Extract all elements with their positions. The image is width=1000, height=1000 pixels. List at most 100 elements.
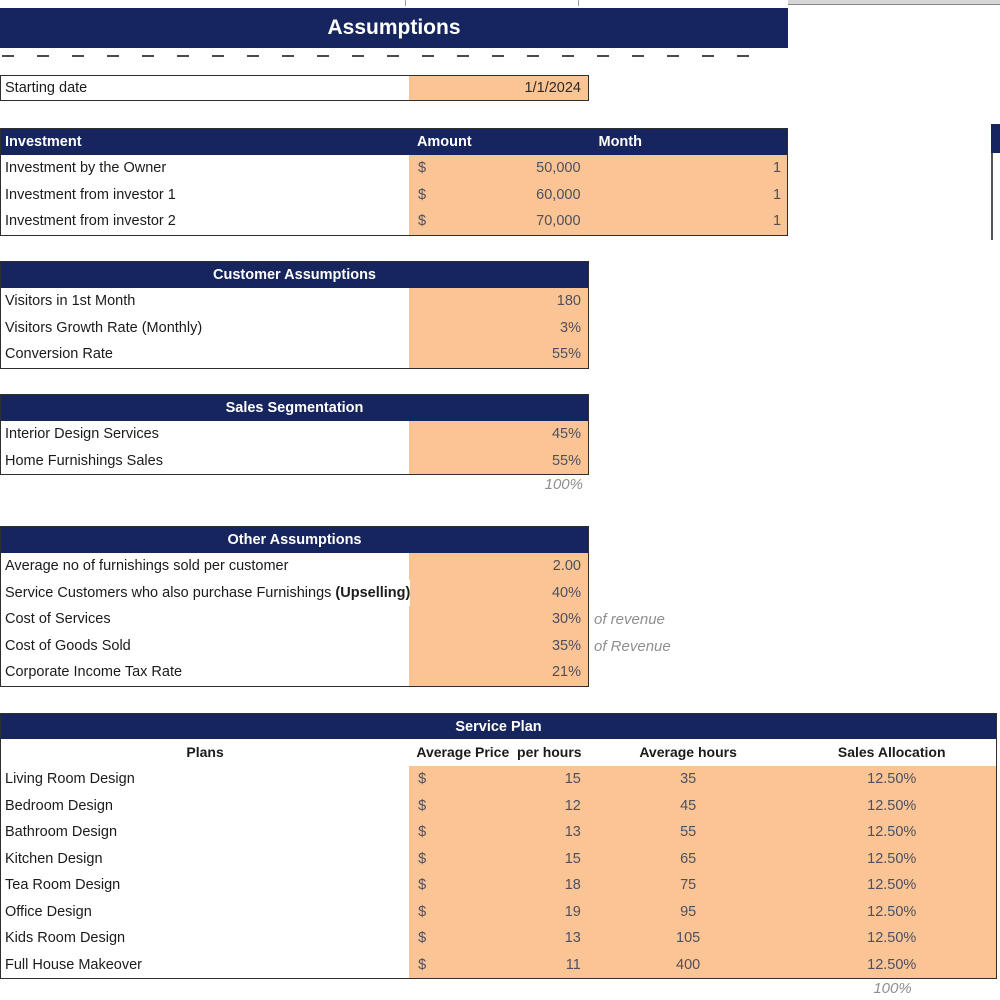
table-row: Full House Makeover $11 400 12.50% <box>1 951 997 978</box>
service-plan-total: 100% <box>873 980 912 997</box>
price-value: 13 <box>564 930 581 947</box>
other-assumptions-table: Other Assumptions Average no of furnishi… <box>0 526 589 687</box>
amount-value: 50,000 <box>536 160 581 177</box>
gridline-dashes <box>2 55 768 57</box>
row-label-text: Service Customers who also purchase Furn… <box>5 584 336 601</box>
hours-cell[interactable]: 95 <box>588 898 788 925</box>
gray-cell-strip <box>788 0 1000 5</box>
investment-table: Investment Amount Month Investment by th… <box>0 128 788 236</box>
plans-header: Plans <box>186 744 224 760</box>
price-value: 12 <box>564 797 581 814</box>
other-assumptions-title: Other Assumptions <box>1 527 588 553</box>
table-row: Average no of furnishings sold per custo… <box>1 553 588 580</box>
hours-cell[interactable]: 55 <box>588 819 788 846</box>
amount-value: 60,000 <box>536 186 581 203</box>
price-cell[interactable]: $15 <box>409 845 589 872</box>
row-label: Home Furnishings Sales <box>1 447 409 474</box>
price-value: 13 <box>564 824 581 841</box>
page-title: Assumptions <box>0 8 788 48</box>
amount-cell[interactable]: $ 70,000 <box>408 208 589 235</box>
value-cell[interactable]: 55% <box>408 447 588 474</box>
currency-symbol: $ <box>417 186 427 203</box>
customer-assumptions-title: Customer Assumptions <box>1 262 588 288</box>
price-cell[interactable]: $12 <box>409 792 589 819</box>
value-cell[interactable]: 55% <box>408 341 588 368</box>
price-cell[interactable]: $15 <box>409 766 589 793</box>
price-value: 15 <box>564 771 581 788</box>
starting-date-label: Starting date <box>1 76 409 100</box>
cost-of-services-note: of revenue <box>594 611 665 628</box>
allocation-cell[interactable]: 12.50% <box>787 766 997 793</box>
row-label: Cost of Services <box>1 606 409 633</box>
table-row: Tea Room Design $18 75 12.50% <box>1 872 997 899</box>
allocation-cell[interactable]: 12.50% <box>787 792 997 819</box>
starting-date-value[interactable]: 1/1/2024 <box>408 76 588 100</box>
hours-cell[interactable]: 65 <box>588 845 788 872</box>
allocation-cell[interactable]: 12.50% <box>787 845 997 872</box>
price-cell[interactable]: $13 <box>409 819 589 846</box>
table-row: Conversion Rate 55% <box>1 341 588 368</box>
row-label: Corporate Income Tax Rate <box>1 659 409 686</box>
value-cell[interactable]: 2.00 <box>408 553 588 580</box>
row-label: Kitchen Design <box>1 845 410 872</box>
value-cell[interactable]: 35% <box>408 632 588 659</box>
value-cell[interactable]: 21% <box>408 659 588 686</box>
hours-cell[interactable]: 400 <box>588 951 788 978</box>
allocation-cell[interactable]: 12.50% <box>787 951 997 978</box>
table-row: Office Design $19 95 12.50% <box>1 898 997 925</box>
sales-segmentation-title: Sales Segmentation <box>1 395 588 421</box>
currency-symbol: $ <box>417 213 427 230</box>
allocation-cell[interactable]: 12.50% <box>787 898 997 925</box>
price-cell[interactable]: $19 <box>409 898 589 925</box>
cost-of-goods-note: of Revenue <box>594 638 671 655</box>
value-cell[interactable]: 30% <box>408 606 588 633</box>
investment-header-amount: Amount <box>416 134 472 150</box>
row-label: Interior Design Services <box>1 421 409 448</box>
currency-symbol: $ <box>418 797 427 814</box>
table-row: Investment from investor 2 $ 70,000 1 <box>1 208 788 235</box>
value-cell[interactable]: 45% <box>408 421 588 448</box>
price-value: 19 <box>564 903 581 920</box>
table-row: Kitchen Design $15 65 12.50% <box>1 845 997 872</box>
customer-assumptions-table: Customer Assumptions Visitors in 1st Mon… <box>0 261 589 369</box>
value-cell[interactable]: 40% <box>410 579 588 606</box>
month-cell[interactable]: 1 <box>588 155 788 182</box>
hours-cell[interactable]: 75 <box>588 872 788 899</box>
amount-cell[interactable]: $ 50,000 <box>408 155 589 182</box>
hours-cell[interactable]: 45 <box>588 792 788 819</box>
price-value: 11 <box>565 956 581 973</box>
hours-cell[interactable]: 35 <box>588 766 788 793</box>
row-label: Investment from investor 1 <box>1 181 409 208</box>
price-cell[interactable]: $11 <box>409 951 589 978</box>
value-cell[interactable]: 180 <box>408 288 588 315</box>
adjacent-table-border <box>991 153 993 240</box>
row-label: Tea Room Design <box>1 872 410 899</box>
row-label: Conversion Rate <box>1 341 409 368</box>
currency-symbol: $ <box>418 850 427 867</box>
sales-segmentation-table: Sales Segmentation Interior Design Servi… <box>0 394 589 475</box>
row-label: Office Design <box>1 898 410 925</box>
table-row: Living Room Design $15 35 12.50% <box>1 766 997 793</box>
currency-symbol: $ <box>418 956 427 973</box>
table-row: Cost of Goods Sold 35% <box>1 632 588 659</box>
price-header: Average Price per hours <box>416 744 582 760</box>
allocation-cell[interactable]: 12.50% <box>787 819 997 846</box>
table-row: Bedroom Design $12 45 12.50% <box>1 792 997 819</box>
row-label: Average no of furnishings sold per custo… <box>1 553 409 580</box>
month-cell[interactable]: 1 <box>588 208 788 235</box>
row-label: Service Customers who also purchase Furn… <box>1 579 410 606</box>
hours-cell[interactable]: 105 <box>588 925 788 952</box>
allocation-cell[interactable]: 12.50% <box>787 925 997 952</box>
investment-header-label: Investment <box>5 134 82 150</box>
price-cell[interactable]: $18 <box>409 872 589 899</box>
price-value: 18 <box>564 877 581 894</box>
currency-symbol: $ <box>418 771 427 788</box>
value-cell[interactable]: 3% <box>408 314 588 341</box>
amount-cell[interactable]: $ 60,000 <box>408 181 589 208</box>
allocation-cell[interactable]: 12.50% <box>787 872 997 899</box>
price-cell[interactable]: $13 <box>409 925 589 952</box>
gridline-tick <box>405 0 406 6</box>
service-plan-subheader: Plans Average Price per hours Average ho… <box>1 739 996 766</box>
month-cell[interactable]: 1 <box>588 181 788 208</box>
allocation-header: Sales Allocation <box>837 744 946 760</box>
